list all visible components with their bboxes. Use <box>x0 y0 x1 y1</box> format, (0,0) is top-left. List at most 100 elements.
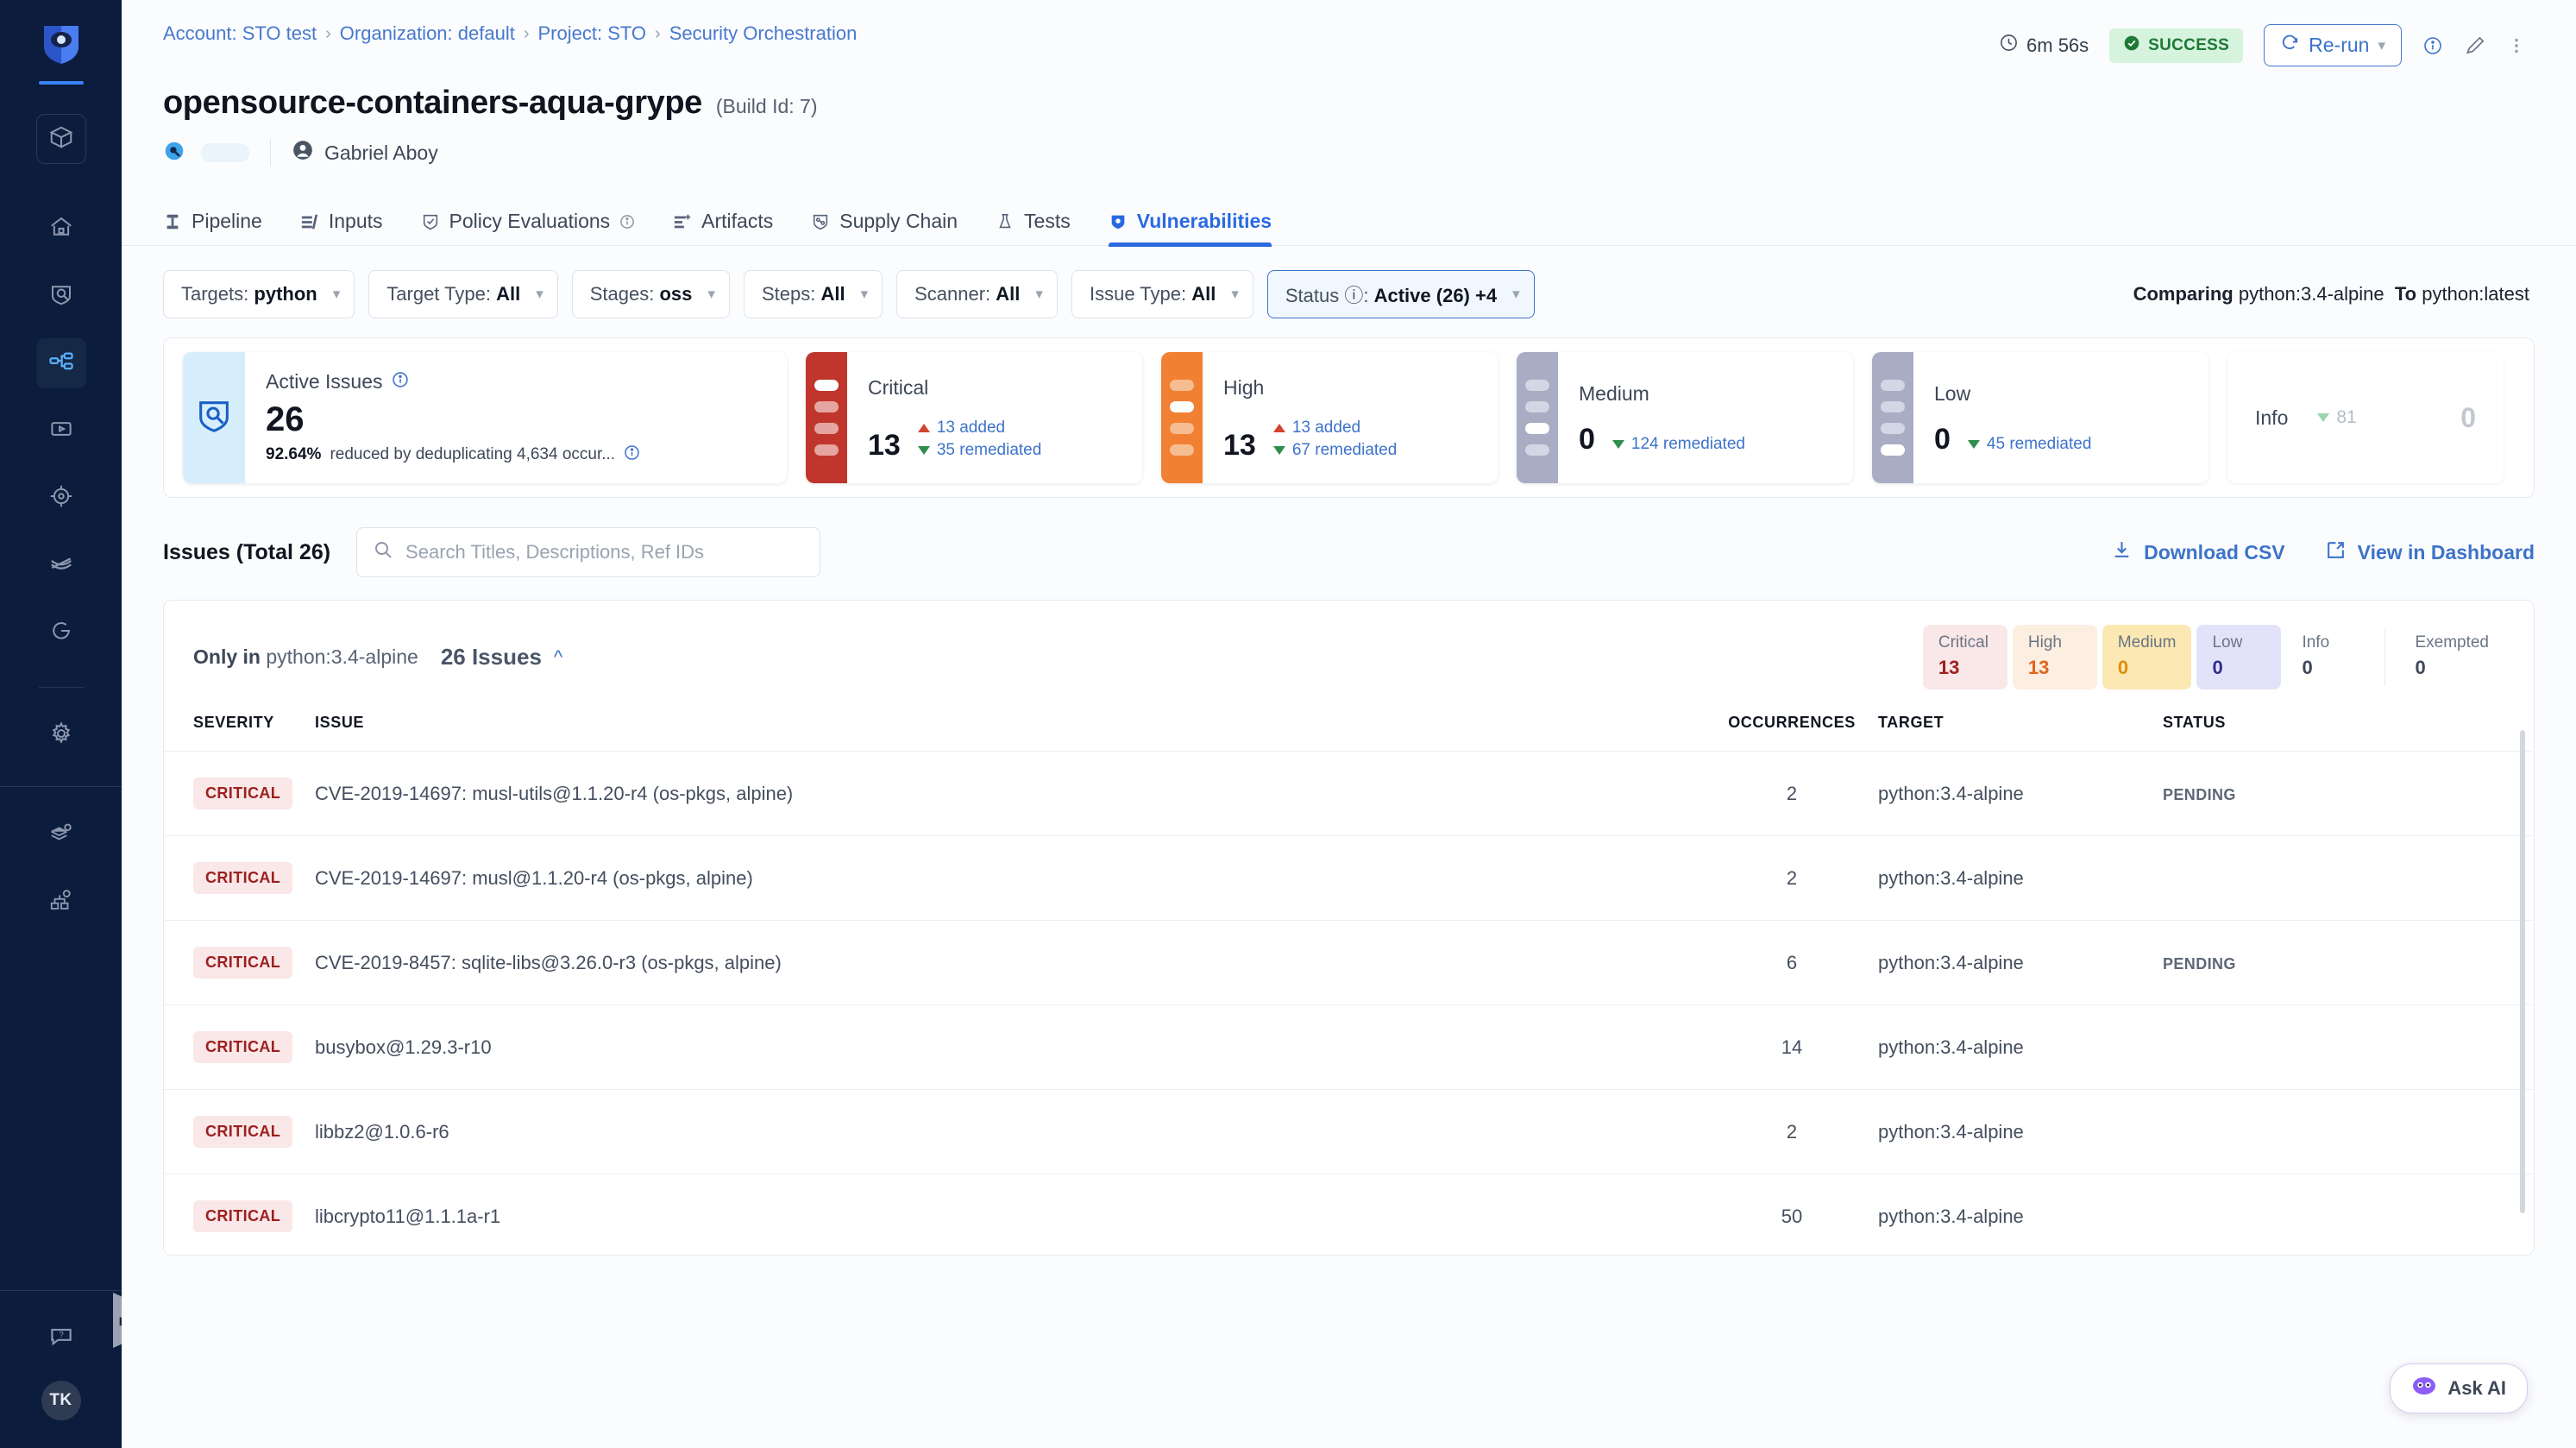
pipeline-header: opensource-containers-aqua-grype (Build … <box>122 78 2576 167</box>
sidebar-item-module-switcher[interactable] <box>35 114 86 164</box>
tab-policy-evaluations[interactable]: Policy Evaluations <box>421 210 636 245</box>
table-row[interactable]: CRITICAL libcrypto11@1.1.1a-r1 50 python… <box>164 1174 2534 1255</box>
filter-label: Steps: <box>761 283 816 305</box>
info-icon[interactable] <box>392 370 409 393</box>
triangle-down-icon <box>1272 445 1285 455</box>
view-in-dashboard-button[interactable]: View in Dashboard <box>2325 539 2535 566</box>
pill-label: High <box>2027 633 2062 652</box>
pipeline-nodes-icon <box>48 349 74 379</box>
tab-supply-chain[interactable]: Supply Chain <box>811 210 958 245</box>
sidebar-item-settings[interactable] <box>36 710 86 760</box>
harness-shield-logo[interactable] <box>37 19 85 67</box>
table-row[interactable]: CRITICAL CVE-2019-8457: sqlite-libs@3.26… <box>164 920 2534 1005</box>
issue-status: PENDING <box>2163 785 2236 803</box>
filter-steps[interactable]: Steps: All ▾ <box>743 270 883 318</box>
sitemap-gear-icon <box>48 887 74 917</box>
sidebar-item-executions[interactable] <box>36 406 86 456</box>
avatar[interactable]: TK <box>41 1381 81 1420</box>
pill-value: 0 <box>2415 657 2426 678</box>
issue-title[interactable]: CVE-2019-8457: sqlite-libs@3.26.0-r3 (os… <box>315 920 1706 1005</box>
tab-inputs[interactable]: Inputs <box>300 210 383 245</box>
download-csv-button[interactable]: Download CSV <box>2111 539 2285 566</box>
issue-title[interactable]: libbz2@1.0.6-r6 <box>315 1089 1706 1174</box>
card-severity-medium[interactable]: Medium 0 124 remediated <box>1517 352 1853 483</box>
filter-target-type[interactable]: Target Type: All ▾ <box>368 270 558 318</box>
issue-occurrences: 2 <box>1706 1089 1878 1174</box>
filter-scanner[interactable]: Scanner: All ▾ <box>896 270 1058 318</box>
top-bar: Account: STO test › Organization: defaul… <box>122 0 2576 78</box>
ask-ai-button[interactable]: Ask AI <box>2390 1363 2528 1413</box>
info-icon[interactable] <box>624 444 640 466</box>
more-vertical-icon[interactable] <box>2507 35 2526 57</box>
filter-issue-type[interactable]: Issue Type: All ▾ <box>1071 270 1253 318</box>
card-severity-info[interactable]: Info 81 0 <box>2227 352 2504 483</box>
table-row[interactable]: CRITICAL busybox@1.29.3-r10 14 python:3.… <box>164 1004 2534 1090</box>
edit-pencil-icon[interactable] <box>2464 35 2486 57</box>
execution-source-icon <box>163 140 185 167</box>
pill-high[interactable]: High 13 <box>2012 625 2097 689</box>
filter-stages[interactable]: Stages: oss ▾ <box>571 270 730 318</box>
table-row[interactable]: CRITICAL libbz2@1.0.6-r6 2 python:3.4-al… <box>164 1089 2534 1174</box>
search-box[interactable] <box>356 527 821 577</box>
breadcrumb-separator: › <box>325 23 331 43</box>
table-row[interactable]: CRITICAL CVE-2019-14697: musl@1.1.20-r4 … <box>164 835 2534 921</box>
issue-title[interactable]: libcrypto11@1.1.1a-r1 <box>315 1174 1706 1255</box>
chevron-up-icon[interactable]: ^ <box>553 645 563 668</box>
tab-pipeline[interactable]: Pipeline <box>163 210 262 245</box>
breadcrumb-account[interactable]: Account: STO test <box>163 22 317 44</box>
issue-title[interactable]: CVE-2019-14697: musl-utils@1.1.20-r4 (os… <box>315 751 1706 836</box>
sidebar-item-account-settings[interactable] <box>36 809 86 859</box>
tab-tests[interactable]: Tests <box>996 210 1071 245</box>
table-scrollbar[interactable] <box>2520 730 2525 1213</box>
sidebar-item-integrations[interactable] <box>36 608 86 658</box>
card-severity-high[interactable]: High 13 13 added 67 remediated <box>1161 352 1498 483</box>
info-icon[interactable] <box>2422 35 2443 56</box>
sidebar-item-project-settings[interactable] <box>36 877 86 927</box>
card-severity-critical[interactable]: Critical 13 13 added 35 remediated <box>806 352 1142 483</box>
pill-low[interactable]: Low 0 <box>2196 625 2282 689</box>
filter-value: Active (26) +4 <box>1373 285 1498 306</box>
critical-stripe <box>806 352 847 483</box>
pill-critical[interactable]: Critical 13 <box>1922 625 2007 689</box>
pill-label: Info <box>2302 633 2330 652</box>
filter-targets[interactable]: Targets: python ▾ <box>163 270 355 318</box>
status-badge: CRITICAL <box>193 947 293 979</box>
issue-title[interactable]: CVE-2019-14697: musl@1.1.20-r4 (os-pkgs,… <box>315 835 1706 921</box>
left-navigation: ? TK ▶ <box>0 0 135 1448</box>
pill-info[interactable]: Info 0 <box>2286 625 2371 689</box>
user-name: Gabriel Aboy <box>324 141 438 164</box>
sidebar-item-help[interactable]: ? <box>36 1313 86 1363</box>
breadcrumb-organization[interactable]: Organization: default <box>339 22 515 44</box>
pill-medium[interactable]: Medium 0 <box>2102 625 2192 689</box>
triangle-down-icon <box>917 445 930 455</box>
sidebar-item-home[interactable] <box>36 204 86 254</box>
sidebar-item-pipelines[interactable] <box>35 338 86 388</box>
top-bar-actions: 6m 56s SUCCESS Re-run ▾ <box>1999 22 2526 66</box>
status-badge: CRITICAL <box>193 862 293 894</box>
card-severity-low[interactable]: Low 0 45 remediated <box>1872 352 2208 483</box>
card-active-issues[interactable]: Active Issues 26 92.64% reduced by dedup… <box>183 352 787 483</box>
info-icon[interactable] <box>619 214 635 230</box>
dedup-text: reduced by deduplicating 4,634 occur... <box>330 445 616 463</box>
comparing-from: python:3.4-alpine <box>2238 283 2384 305</box>
rerun-button[interactable]: Re-run ▾ <box>2264 24 2402 66</box>
breadcrumb-module[interactable]: Security Orchestration <box>669 22 858 44</box>
tab-vulnerabilities[interactable]: Vulnerabilities <box>1108 210 1272 247</box>
pill-exempted[interactable]: Exempted 0 <box>2399 625 2504 689</box>
sidebar-item-targets[interactable] <box>36 473 86 523</box>
sidebar-item-exemptions[interactable] <box>36 540 86 590</box>
external-link-icon <box>2325 539 2347 566</box>
filter-status[interactable]: Status ⓘ: Active (26) +4 ▾ <box>1266 270 1535 318</box>
table-row[interactable]: CRITICAL CVE-2019-14697: musl-utils@1.1.… <box>164 751 2534 836</box>
scan-shield-icon <box>48 281 74 312</box>
user-circle-icon <box>292 139 314 167</box>
tab-artifacts[interactable]: Artifacts <box>673 210 773 245</box>
issue-title[interactable]: busybox@1.29.3-r10 <box>315 1004 1706 1090</box>
issues-table: SEVERITY ISSUE OCCURRENCES TARGET STATUS… <box>164 714 2534 1255</box>
pill-label: Low <box>2212 633 2243 652</box>
triangle-up-icon <box>917 423 930 432</box>
sidebar-item-overview[interactable] <box>36 271 86 321</box>
severity-count: 0 <box>1579 422 1595 456</box>
search-input[interactable] <box>405 541 805 563</box>
breadcrumb-project[interactable]: Project: STO <box>537 22 647 44</box>
